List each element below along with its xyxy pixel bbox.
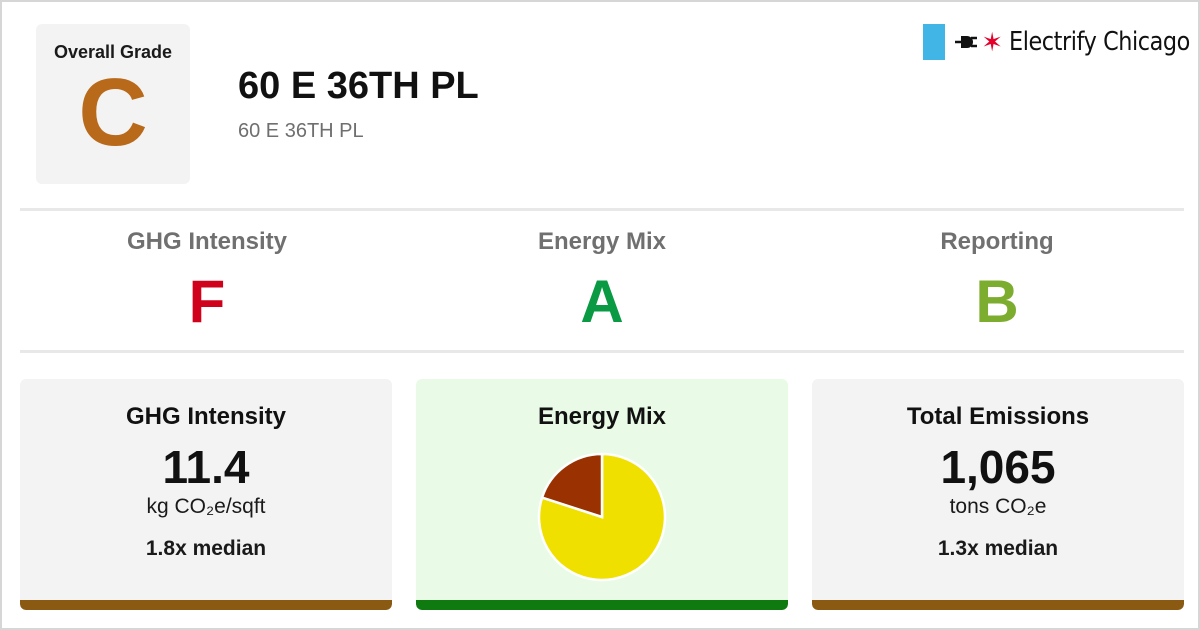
divider [20, 208, 1184, 211]
overall-grade-letter: C [78, 59, 148, 166]
card-accent-bar [812, 600, 1184, 610]
energy-mix-pie-chart [537, 452, 667, 582]
total-emissions-value: 1,065 [940, 441, 1056, 493]
sub-grade-ghg: GHG Intensity F [10, 228, 404, 334]
sub-grade-label: Reporting [940, 228, 1054, 255]
energy-mix-card: Energy Mix [416, 379, 788, 610]
card-title: GHG Intensity [125, 403, 287, 430]
building-title: 60 E 36TH PL [238, 65, 479, 107]
ghg-intensity-median: 1.8x median [145, 537, 267, 560]
sub-grade-letter: B [975, 268, 1019, 335]
card-accent-bar [416, 600, 788, 610]
total-emissions-card: Total Emissions 1,065 tons CO₂e 1.3x med… [812, 379, 1184, 610]
sub-grade-label: Energy Mix [537, 228, 667, 255]
card-title: Total Emissions [906, 403, 1090, 430]
sub-grade-energy-mix: Energy Mix A [405, 228, 799, 334]
electrify-chicago-logo[interactable]: ✶ Electrify Chicago [923, 24, 1190, 60]
overall-grade-label: Overall Grade [53, 42, 173, 62]
ghg-intensity-value: 11.4 [162, 441, 250, 493]
overall-grade-box: Overall Grade C [36, 24, 190, 184]
sub-grade-label: GHG Intensity [126, 228, 288, 255]
chicago-star-icon: ✶ [981, 27, 1003, 57]
ghg-intensity-unit: kg CO₂e/sqft [146, 495, 266, 518]
card-accent-bar [20, 600, 392, 610]
logo-blue-bar [923, 24, 946, 60]
building-address: 60 E 36TH PL [238, 120, 364, 142]
total-emissions-median: 1.3x median [937, 537, 1059, 560]
total-emissions-unit: tons CO₂e [949, 495, 1047, 518]
sub-grade-letter: A [580, 268, 624, 335]
card-title: Energy Mix [537, 403, 667, 430]
sub-grade-letter: F [188, 268, 226, 335]
sub-grades-row: GHG Intensity F Energy Mix A Reporting B [2, 228, 1200, 338]
pie-slice-natural-gas [540, 452, 604, 519]
ghg-intensity-card: GHG Intensity 11.4 kg CO₂e/sqft 1.8x med… [20, 379, 392, 610]
divider [20, 350, 1184, 353]
plug-icon [955, 36, 978, 48]
sub-grade-reporting: Reporting B [800, 228, 1194, 334]
brand-name: Electrify Chicago [1009, 27, 1190, 57]
